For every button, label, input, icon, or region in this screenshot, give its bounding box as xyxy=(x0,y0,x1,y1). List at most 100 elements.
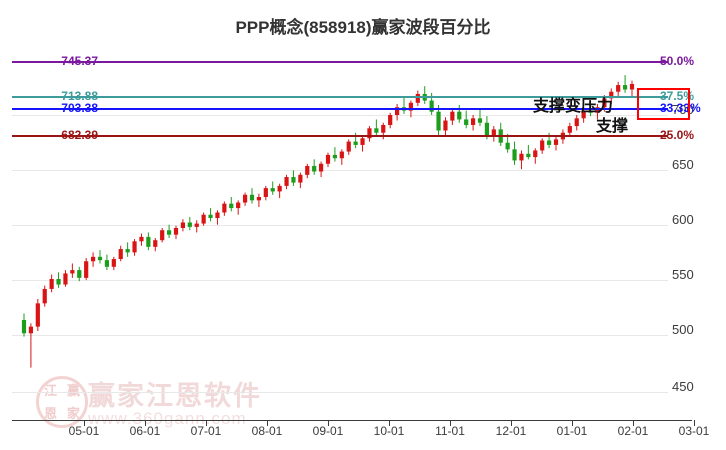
candlestick xyxy=(263,185,268,201)
gridline xyxy=(12,335,668,336)
fibonacci-price-label: 745.37 xyxy=(61,54,98,68)
x-axis-tick xyxy=(145,420,146,426)
candlestick xyxy=(63,270,68,287)
candlestick xyxy=(394,103,400,121)
x-axis-tick xyxy=(450,420,451,426)
candlestick xyxy=(111,256,116,271)
candlestick xyxy=(360,136,365,152)
plot-area xyxy=(12,30,695,426)
candlestick xyxy=(166,224,172,238)
seal-char-0: 江 xyxy=(43,382,57,398)
candlestick xyxy=(436,105,441,135)
fibonacci-level-line xyxy=(12,96,668,98)
candlestick xyxy=(187,216,192,231)
candlestick xyxy=(125,242,130,257)
fibonacci-level-line xyxy=(12,61,668,63)
candlestick xyxy=(491,126,496,142)
candlestick xyxy=(346,139,351,155)
gridline xyxy=(12,115,668,116)
fibonacci-percent-label: 33.33% xyxy=(660,101,701,115)
candlestick xyxy=(160,228,165,243)
x-axis-tick xyxy=(511,420,512,426)
candlestick xyxy=(222,201,227,216)
page-title: PPP概念(858918)赢家波段百分比 xyxy=(235,18,491,37)
x-axis-label: 07-01 xyxy=(190,424,222,438)
candlestick xyxy=(512,141,517,165)
x-axis-tick xyxy=(328,420,329,426)
candlestick xyxy=(470,115,476,131)
watermark-brand-text: 赢家江恩软件 xyxy=(88,381,262,411)
candlestick xyxy=(201,212,206,226)
x-axis-label: 08-01 xyxy=(251,424,283,438)
candlestick xyxy=(236,200,241,215)
chart-annotation: 支撑变压力 xyxy=(533,98,614,115)
y-axis-label: 600 xyxy=(672,212,694,227)
candlestick xyxy=(270,181,275,195)
seal-char-2: 恩 xyxy=(43,405,57,421)
candlestick xyxy=(415,90,420,107)
candlestick xyxy=(104,254,110,271)
candlestick xyxy=(97,250,103,264)
candlestick xyxy=(305,163,310,179)
candlestick xyxy=(90,252,96,267)
candlestick xyxy=(139,233,144,246)
candlestick xyxy=(318,161,324,178)
candlestick xyxy=(153,237,158,252)
candlestick xyxy=(132,239,137,256)
candlestick xyxy=(28,323,34,368)
candlestick xyxy=(567,122,572,138)
candlestick xyxy=(229,196,234,212)
fibonacci-price-label: 682.39 xyxy=(61,128,98,142)
fibonacci-percent-label: 37.5% xyxy=(660,89,695,103)
candlestick xyxy=(339,149,344,165)
candlestick xyxy=(242,192,248,206)
gridline xyxy=(12,392,668,393)
x-axis-tick xyxy=(84,420,85,426)
candlestick xyxy=(443,117,448,137)
candlestick xyxy=(312,159,317,175)
candlestick xyxy=(325,152,331,168)
candlestick xyxy=(401,97,407,114)
y-axis-label: 450 xyxy=(672,379,694,394)
candlestick xyxy=(21,313,27,337)
candlestick xyxy=(540,138,545,154)
y-axis-label: 500 xyxy=(672,322,694,337)
candlestick xyxy=(367,126,372,142)
fibonacci-price-label: 713.88 xyxy=(61,89,98,103)
x-axis-tick xyxy=(694,420,695,426)
candlestick xyxy=(519,150,524,170)
x-axis-label: 12-01 xyxy=(495,424,527,438)
candlestick xyxy=(70,263,75,278)
x-axis-label: 03-01 xyxy=(678,424,710,438)
gridline xyxy=(12,225,668,226)
candlestick xyxy=(526,144,531,160)
candlestick xyxy=(332,147,338,162)
x-axis-label: 05-01 xyxy=(68,424,100,438)
x-axis-label: 06-01 xyxy=(129,424,161,438)
fibonacci-percent-label: 25.0% xyxy=(660,128,695,142)
candlestick xyxy=(215,210,220,225)
candlestick xyxy=(284,174,289,190)
candlestick xyxy=(574,115,579,131)
fibonacci-percent-label: 50.0% xyxy=(660,54,695,68)
candlestick xyxy=(118,245,123,262)
candlestick xyxy=(291,170,296,186)
candlestick-series xyxy=(21,75,635,368)
seal-char-1: 赢 xyxy=(66,382,80,398)
candlestick xyxy=(277,183,282,199)
candlestick xyxy=(35,298,40,332)
x-axis-tick xyxy=(206,420,207,426)
candlestick xyxy=(84,257,89,281)
candlestick xyxy=(49,274,54,293)
candlestick xyxy=(256,193,262,207)
candlestick xyxy=(533,148,538,164)
fibonacci-price-label: 703.38 xyxy=(61,101,98,115)
chart-annotation: 支撑 xyxy=(596,118,629,135)
candlestick xyxy=(146,232,151,251)
candlestick xyxy=(464,110,469,129)
candlestick xyxy=(622,75,628,93)
candlestick xyxy=(298,172,303,189)
candlestick xyxy=(629,80,635,97)
candlestick xyxy=(194,220,199,233)
x-axis-label: 01-01 xyxy=(556,424,588,438)
